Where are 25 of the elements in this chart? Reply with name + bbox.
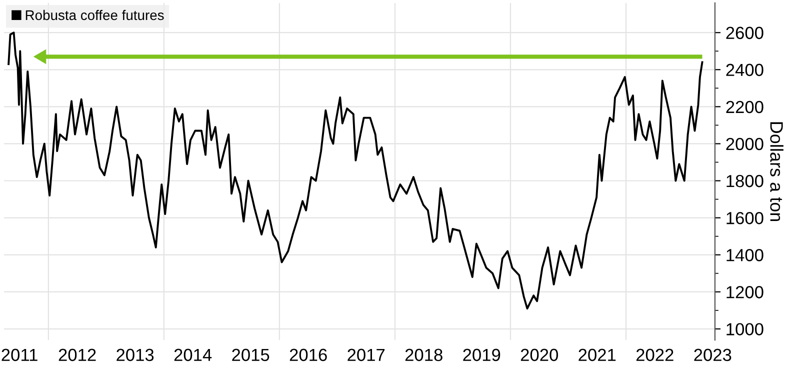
y-tick-label: 1000 xyxy=(726,323,764,336)
y-tick-label: 1600 xyxy=(726,212,764,224)
x-tick-label: 2015 xyxy=(232,348,270,362)
x-tick-label: 2019 xyxy=(463,348,500,362)
y-tick-label: 2600 xyxy=(726,26,764,40)
x-tick-label: 2016 xyxy=(290,348,327,362)
legend-label: Robusta coffee futures xyxy=(26,10,164,20)
x-tick-label: 2013 xyxy=(116,348,154,362)
y-tick-label: 2200 xyxy=(726,100,764,114)
y-tick-label: 1800 xyxy=(726,174,764,188)
line-series xyxy=(8,32,704,310)
x-tick-label: 2022 xyxy=(636,348,674,362)
x-tick-label: 2017 xyxy=(348,348,385,362)
x-tick-label: 2020 xyxy=(520,348,558,362)
x-tick-label: 2021 xyxy=(578,348,616,362)
x-tick-label: 2012 xyxy=(58,348,96,362)
x-tick-label: 2023 xyxy=(694,348,732,362)
y-tick-label: 2000 xyxy=(726,138,764,150)
y-tick-label: 1400 xyxy=(726,248,764,262)
y-tick-label: 1200 xyxy=(726,286,764,298)
x-tick-label: 2018 xyxy=(405,348,442,362)
y-axis-title: Dollars a ton xyxy=(770,122,784,222)
x-tick-label: 2011 xyxy=(2,348,38,362)
y-tick-label: 2400 xyxy=(726,64,764,76)
x-tick-label: 2014 xyxy=(174,348,212,362)
